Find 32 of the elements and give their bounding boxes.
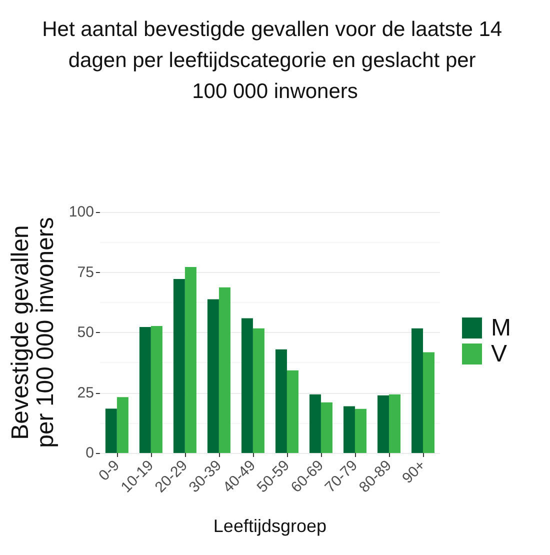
chart-title: Het aantal bevestigde gevallen voor de laatste 14 dagen per leeftijdscategorie en geslacht per 100 000 inwoners: [42, 18, 508, 103]
bar: [241, 318, 253, 453]
y-tick-label: 100: [68, 204, 94, 220]
bar: [139, 326, 151, 453]
bar: [116, 397, 128, 453]
y-axis-title: Bevestigde gevallen per 100 000 inwoners: [7, 217, 59, 448]
bar: [207, 299, 219, 453]
bar: [354, 408, 366, 453]
x-axis-title: Leeftijdsgroep: [213, 516, 327, 536]
bar: [377, 395, 389, 453]
x-tick-label: 90+: [399, 456, 430, 487]
bar: [320, 402, 332, 453]
y-tick-label: 50: [77, 324, 94, 341]
x-tick-label: 0-9: [96, 456, 123, 484]
y-tick-label: 75: [77, 264, 94, 281]
bar: [150, 326, 162, 453]
bar: [388, 394, 400, 453]
bar: [286, 370, 298, 453]
bar: [105, 408, 117, 453]
bar: [218, 287, 230, 453]
bar: [411, 328, 423, 453]
y-tick-label: 0: [86, 444, 94, 462]
legend-label: V: [491, 340, 508, 368]
bar: [184, 266, 196, 453]
y-tick-label: 25: [77, 384, 94, 402]
legend-label: M: [491, 314, 512, 342]
bar: [173, 279, 185, 453]
bar: [343, 406, 355, 453]
bar: [252, 328, 264, 453]
bar: [309, 394, 321, 453]
bar: [275, 349, 287, 453]
bar: [422, 352, 434, 453]
